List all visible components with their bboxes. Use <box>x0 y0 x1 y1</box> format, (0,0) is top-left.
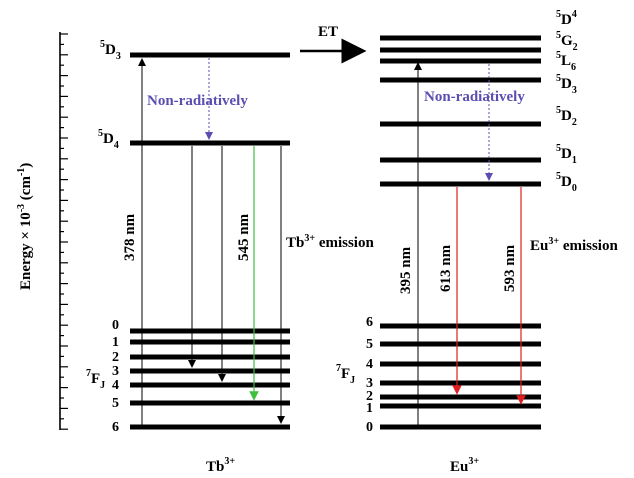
tb-7fj-label: 7FJ <box>86 368 105 391</box>
tb-j-numbers: 0 1 2 3 4 5 6 <box>112 318 119 435</box>
eu-7fj-label: 7FJ <box>336 363 355 386</box>
tb-5d4-label: 5D4 <box>98 128 119 151</box>
tb-nonrad-label: Non-radiatively <box>147 93 248 109</box>
axis-ticks <box>60 33 68 430</box>
tb-ion-label: Tb3+ <box>206 456 235 475</box>
tb-excitation-label: 378 nm <box>122 213 138 261</box>
eu-j2: 2 <box>366 389 373 404</box>
et-label: ET <box>318 24 338 40</box>
y-axis-label: Energy × 10-3 (cm-1) <box>16 163 34 290</box>
eu-5d3-label: 5D3 <box>556 73 577 96</box>
eu-levels <box>380 35 541 430</box>
tb-j4: 4 <box>112 378 119 393</box>
tb-j3: 3 <box>112 364 119 379</box>
eu-j3: 3 <box>366 376 373 391</box>
eu-ion-label: Eu3+ <box>450 456 479 475</box>
eu-emission-title: Eu3+ emission <box>530 236 618 254</box>
eu-5d0-label: 5D0 <box>556 171 577 194</box>
tb-j2: 2 <box>112 350 119 365</box>
tb-545nm-label: 545 nm <box>236 213 252 261</box>
eu-j5: 5 <box>366 337 373 352</box>
eu-j0: 0 <box>366 420 373 435</box>
tb-j6: 6 <box>112 420 119 435</box>
tb-j5: 5 <box>112 396 119 411</box>
eu-5d4-label: 5D4 <box>556 9 577 28</box>
tb-j1: 1 <box>112 335 119 350</box>
eu-upper-labels: 5D4 5G2 5L6 5D3 5D2 5D1 5D0 <box>556 9 578 194</box>
eu-j-numbers: 6 5 4 3 2 1 0 <box>366 315 373 435</box>
eu-excitation-label: 395 nm <box>398 246 414 294</box>
tb-5d3-label: 5D3 <box>100 39 121 62</box>
eu-j1: 1 <box>366 401 373 416</box>
eu-5l6-label: 5L6 <box>556 50 576 73</box>
tb-emission-title: Tb3+ emission <box>286 233 374 251</box>
eu-593nm-label: 593 nm <box>502 244 518 292</box>
eu-5d2-label: 5D2 <box>556 105 577 128</box>
eu-j4: 4 <box>366 357 373 372</box>
eu-613nm-label: 613 nm <box>438 244 454 292</box>
eu-5g2-label: 5G2 <box>556 30 578 53</box>
energy-axis <box>59 32 68 430</box>
tb-j0: 0 <box>112 318 119 333</box>
tb-levels <box>130 52 290 430</box>
eu-nonrad-label: Non-radiatively <box>424 89 525 105</box>
eu-5d1-label: 5D1 <box>556 143 577 166</box>
eu-j6: 6 <box>366 315 373 330</box>
